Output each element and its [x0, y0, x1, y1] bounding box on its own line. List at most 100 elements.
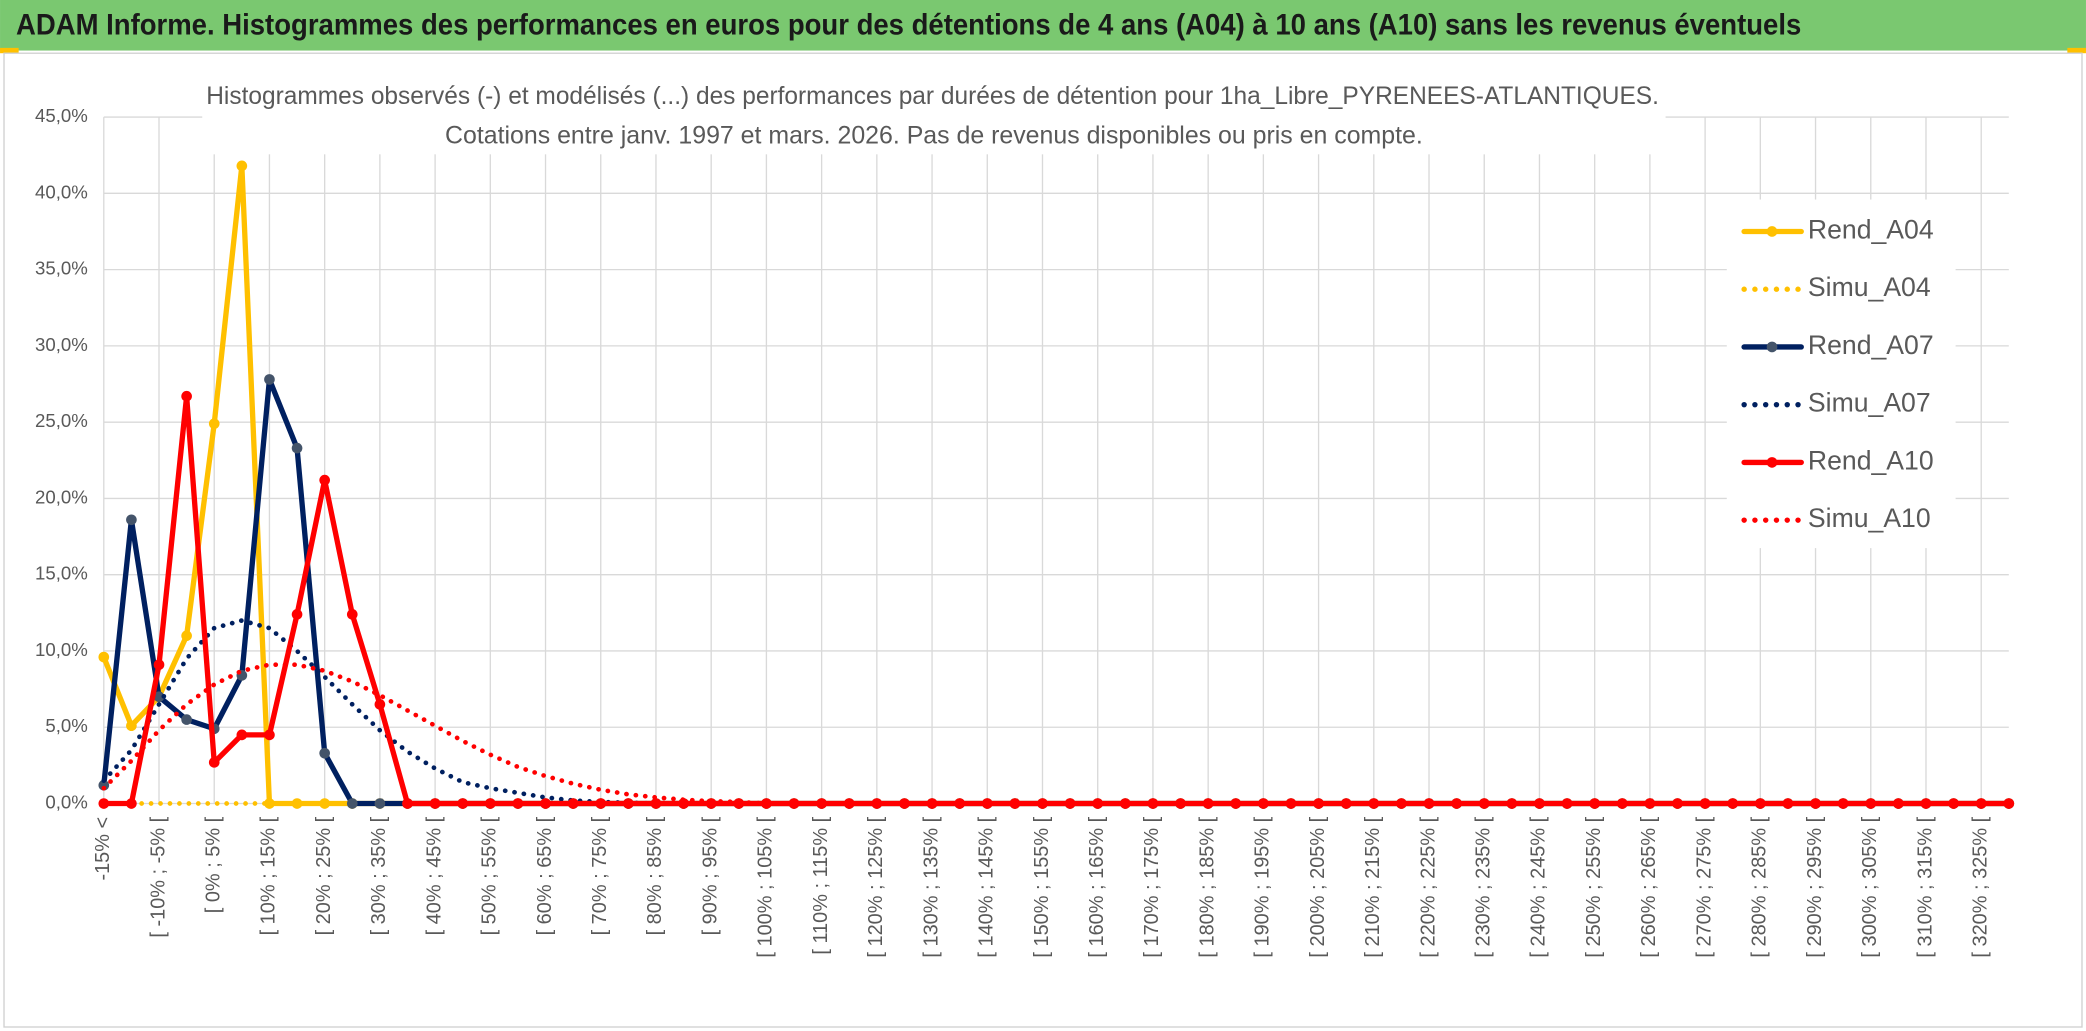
data-point [181, 390, 192, 402]
data-point [954, 798, 965, 809]
y-tick-label: 25,0% [35, 410, 88, 431]
legend: Rend_A04 Simu_A04 Rend_A07 Simu_A07 Rend_A10… [1741, 215, 1934, 533]
x-tick-label: [ 250% ; 255% [ [1583, 816, 1605, 957]
data-point [1561, 798, 1573, 809]
x-tick-label: [ 170% ; 175% [ [1141, 816, 1163, 957]
data-point [98, 779, 110, 791]
legend-label: Simu_A07 [1808, 388, 1931, 418]
data-point [926, 798, 938, 809]
data-point [153, 691, 165, 703]
data-point [291, 442, 303, 454]
data-point [457, 798, 469, 809]
data-point [208, 418, 220, 430]
data-point [429, 798, 441, 809]
data-point [291, 609, 303, 620]
data-point [319, 474, 330, 486]
data-point [899, 798, 910, 809]
data-point [871, 798, 883, 809]
y-tick-label: 0,0% [45, 791, 87, 812]
data-point [1672, 798, 1683, 809]
y-tick-label: 20,0% [35, 486, 88, 507]
x-tick-label: [ 0% ; 5% [ [202, 816, 224, 913]
x-tick-label: [ 160% ; 165% [ [1086, 816, 1108, 957]
x-tick-label: [ 200% ; 205% [ [1307, 816, 1329, 957]
data-point [1589, 798, 1601, 809]
series-line [101, 662, 2012, 806]
legend-label: Rend_A07 [1808, 330, 1934, 360]
x-tick-label: [ 120% ; 125% [ [865, 816, 887, 957]
x-tick-label: [ 100% ; 105% [ [755, 816, 777, 957]
x-tick-label: [ 220% ; 225% [ [1417, 816, 1439, 957]
data-point [126, 720, 137, 732]
x-tick-label: [ 270% ; 275% [ [1693, 816, 1715, 957]
x-tick-label: [ 140% ; 145% [ [976, 816, 998, 957]
data-point [181, 714, 192, 725]
x-tick-label: [ 30% ; 35% [ [368, 816, 390, 935]
corner-accent [0, 47, 19, 54]
x-tick-label: [ 310% ; 315% [ [1914, 816, 1936, 957]
x-tick-label: [ 20% ; 25% [ [313, 816, 335, 935]
legend-label: Rend_A10 [1808, 445, 1934, 475]
data-point [1920, 798, 1932, 809]
data-point [153, 659, 165, 671]
data-point [346, 798, 358, 809]
data-point [264, 798, 275, 809]
x-tick-label: [ 50% ; 55% [ [479, 816, 501, 935]
data-point [264, 374, 275, 385]
data-point [816, 798, 827, 809]
data-point [264, 729, 275, 741]
data-point [1230, 798, 1242, 809]
x-tick-label: [ 260% ; 265% [ [1638, 816, 1660, 957]
chart-subtitle: Cotations entre janv. 1997 et mars. 2026… [445, 122, 1423, 150]
x-tick-label: [ 110% ; 115% [ [810, 816, 832, 954]
data-point [1534, 798, 1545, 809]
plot: 0,0% 5,0% 10,0% 15,0% 20,0% 25,0% 30,0% 35,0% 40… [35, 105, 2015, 958]
x-tick-label: [ 90% ; 95% [ [699, 816, 721, 935]
legend-box [1726, 199, 1956, 549]
y-tick-label: 35,0% [35, 258, 88, 279]
x-tick-label: [ 80% ; 85% [ [644, 816, 666, 935]
header-bar [0, 0, 2086, 51]
data-point [1644, 798, 1656, 809]
data-point [98, 651, 110, 663]
y-tick-label: 45,0% [35, 105, 88, 126]
data-point [98, 798, 110, 809]
x-tick-label: [ 300% ; 305% [ [1859, 816, 1881, 957]
x-tick-label: [ 280% ; 285% [ [1749, 816, 1771, 957]
legend-label: Rend_A04 [1808, 215, 1934, 245]
legend-marker [1766, 341, 1778, 353]
data-point [402, 798, 413, 809]
legend-label: Simu_A10 [1808, 503, 1931, 533]
x-tick-label: [ 230% ; 235% [ [1473, 816, 1495, 957]
chart-subtitle: Histogrammes observés (-) et modélisés (… [206, 82, 1659, 110]
data-point [126, 514, 137, 526]
data-point [374, 699, 386, 710]
data-point [650, 798, 662, 809]
data-point [319, 747, 330, 759]
x-tick-label: [ 130% ; 135% [ [920, 816, 942, 957]
data-point [567, 798, 579, 809]
x-tick-label: [ 70% ; 75% [ [589, 816, 611, 935]
data-point [1285, 798, 1297, 809]
data-point [484, 798, 496, 809]
y-tick-label: 40,0% [35, 181, 88, 202]
x-tick-label: [ 10% ; 15% [ [258, 816, 280, 935]
legend-marker [1766, 226, 1778, 237]
data-point [1258, 798, 1269, 809]
data-point [1616, 798, 1628, 809]
y-tick-label: 10,0% [35, 639, 88, 660]
data-point [1202, 798, 1214, 809]
data-point [1313, 798, 1324, 809]
data-point [1975, 798, 1987, 809]
data-point [346, 609, 358, 620]
x-tick-label: [ 60% ; 65% [ [534, 816, 556, 935]
corner-accent [2067, 47, 2086, 54]
x-tick-label: [ 180% ; 185% [ [1196, 816, 1218, 957]
data-point [208, 757, 220, 768]
data-point [291, 798, 303, 809]
data-point [540, 798, 551, 809]
data-point [843, 798, 855, 809]
data-point [2003, 798, 2015, 809]
